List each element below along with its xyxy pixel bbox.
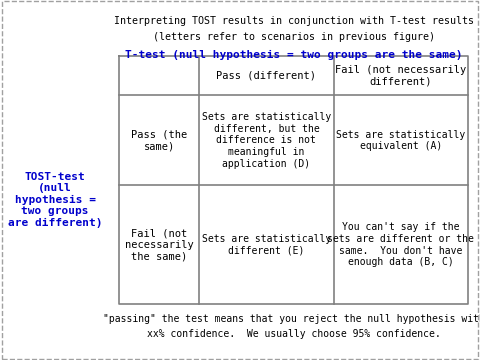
Text: Sets are statistically
different, but the
difference is not
meaningful in
applic: Sets are statistically different, but th…: [202, 112, 331, 168]
Text: Interpreting TOST results in conjunction with T-test results: Interpreting TOST results in conjunction…: [113, 16, 473, 26]
Text: "passing" the test means that you reject the null hypothesis with: "passing" the test means that you reject…: [103, 314, 480, 324]
Text: TOST-test
(null
hypothesis =
two groups
are different): TOST-test (null hypothesis = two groups …: [8, 172, 102, 228]
Text: xx% confidence.  We usually choose 95% confidence.: xx% confidence. We usually choose 95% co…: [147, 329, 440, 339]
Text: (letters refer to scenarios in previous figure): (letters refer to scenarios in previous …: [153, 32, 434, 42]
Text: Pass (the
same): Pass (the same): [131, 130, 187, 151]
Text: Fail (not necessarily
different): Fail (not necessarily different): [335, 65, 467, 86]
Text: Sets are statistically
different (E): Sets are statistically different (E): [202, 234, 331, 256]
Text: You can't say if the
sets are different or the
same.  You don't have
enough data: You can't say if the sets are different …: [327, 222, 474, 267]
Text: Fail (not
necessarily
the same): Fail (not necessarily the same): [125, 228, 193, 261]
Text: T-test (null hypothesis = two groups are the same): T-test (null hypothesis = two groups are…: [125, 50, 462, 60]
Text: Sets are statistically
equivalent (A): Sets are statistically equivalent (A): [336, 130, 466, 151]
Text: Pass (different): Pass (different): [216, 71, 316, 81]
